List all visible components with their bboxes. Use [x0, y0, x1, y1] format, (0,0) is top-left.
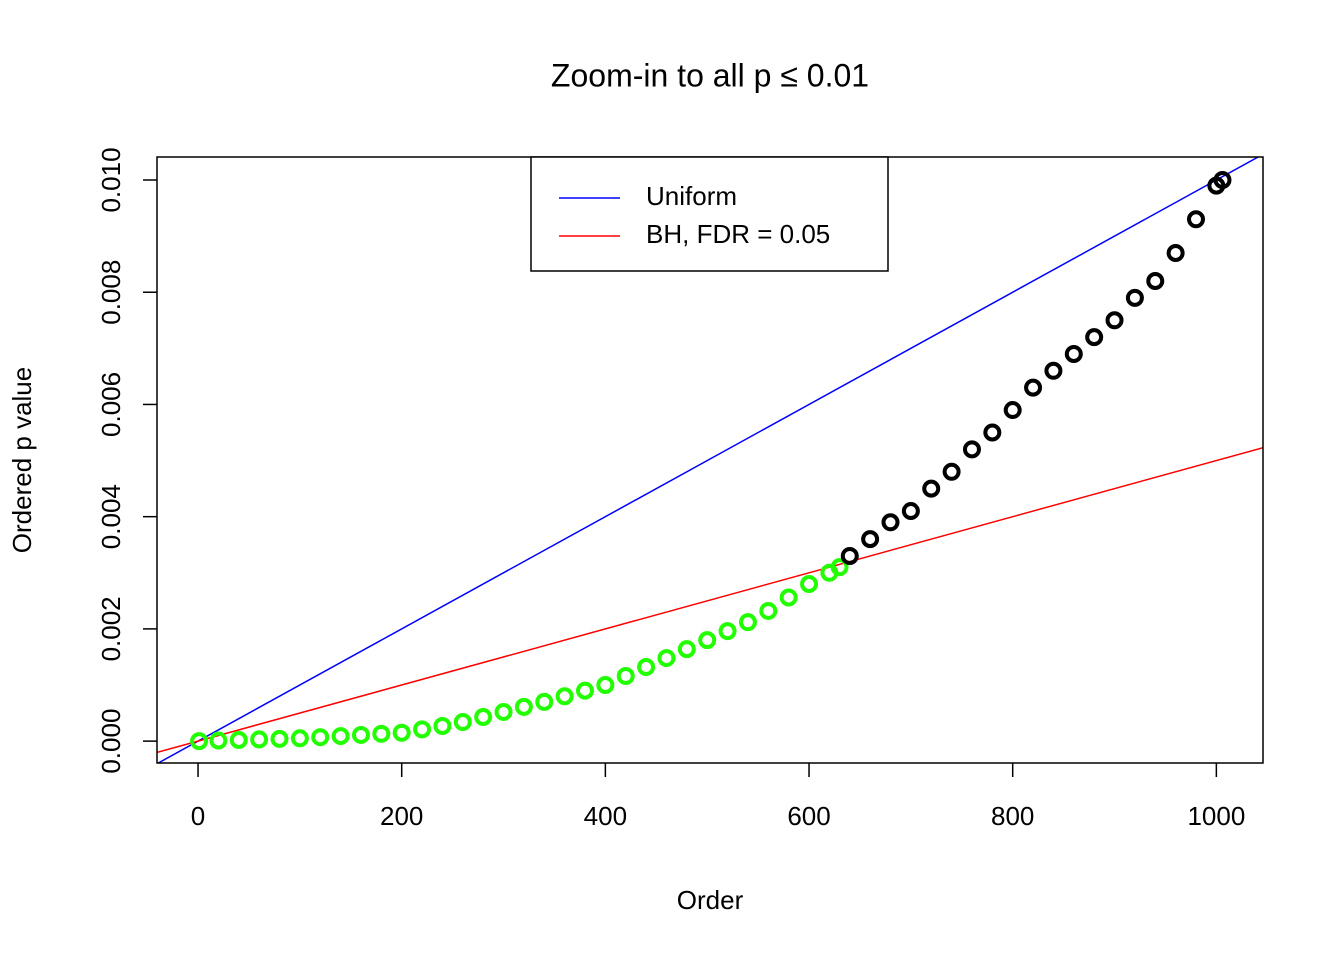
point [718, 622, 737, 641]
point [1064, 344, 1083, 363]
point [1105, 311, 1124, 330]
point [1166, 243, 1185, 262]
plot-area [157, 157, 1263, 763]
point [190, 732, 209, 751]
point [962, 440, 981, 459]
point [250, 730, 269, 749]
reference-line [157, 157, 1260, 763]
point [209, 731, 228, 750]
point [830, 558, 849, 577]
point [494, 702, 513, 721]
x-tick-label: 200 [380, 801, 423, 831]
reference-line [157, 446, 1263, 754]
y-tick-label: 0.010 [96, 147, 126, 212]
point [1044, 361, 1063, 380]
point [351, 725, 370, 744]
legend-label: BH, FDR = 0.05 [646, 219, 830, 249]
point [738, 613, 757, 632]
point [1003, 401, 1022, 420]
point [413, 720, 432, 739]
x-tick-label: 800 [991, 801, 1034, 831]
point [453, 713, 472, 732]
point [901, 502, 920, 521]
point [331, 727, 350, 746]
x-axis-label: Order [677, 885, 744, 915]
point [555, 687, 574, 706]
point [779, 588, 798, 607]
point [1186, 210, 1205, 229]
point [759, 601, 778, 620]
point [677, 640, 696, 659]
point [983, 423, 1002, 442]
y-tick-label: 0.000 [96, 709, 126, 774]
point [1125, 288, 1144, 307]
y-tick-label: 0.006 [96, 372, 126, 437]
y-tick-label: 0.002 [96, 596, 126, 661]
point [861, 530, 880, 549]
legend-box [530, 156, 889, 272]
point [311, 728, 330, 747]
point [576, 681, 595, 700]
point [657, 649, 676, 668]
point [800, 575, 819, 594]
x-tick-label: 400 [584, 801, 627, 831]
point [433, 716, 452, 735]
point [596, 676, 615, 695]
point [1024, 378, 1043, 397]
point [1213, 171, 1232, 190]
point [942, 462, 961, 481]
point [1085, 328, 1104, 347]
point [535, 692, 554, 711]
legend: Uniform BH, FDR = 0.05 [530, 156, 889, 272]
point [922, 479, 941, 498]
point [698, 631, 717, 650]
point [290, 729, 309, 748]
y-axis-label: Ordered p value [7, 367, 37, 553]
y-tick-label: 0.008 [96, 260, 126, 325]
x-tick-label: 600 [787, 801, 830, 831]
point [229, 730, 248, 749]
legend-label: Uniform [646, 181, 737, 211]
chart-title: Zoom-in to all p ≤ 0.01 [551, 57, 869, 93]
point [372, 724, 391, 743]
point [616, 667, 635, 686]
y-tick-label: 0.004 [96, 484, 126, 549]
point [840, 546, 859, 565]
point [392, 723, 411, 742]
point [881, 513, 900, 532]
x-tick-label: 1000 [1187, 801, 1245, 831]
point [270, 729, 289, 748]
x-tick-label: 0 [191, 801, 205, 831]
point [637, 658, 656, 677]
point [514, 697, 533, 716]
point [474, 707, 493, 726]
point [1146, 272, 1165, 291]
